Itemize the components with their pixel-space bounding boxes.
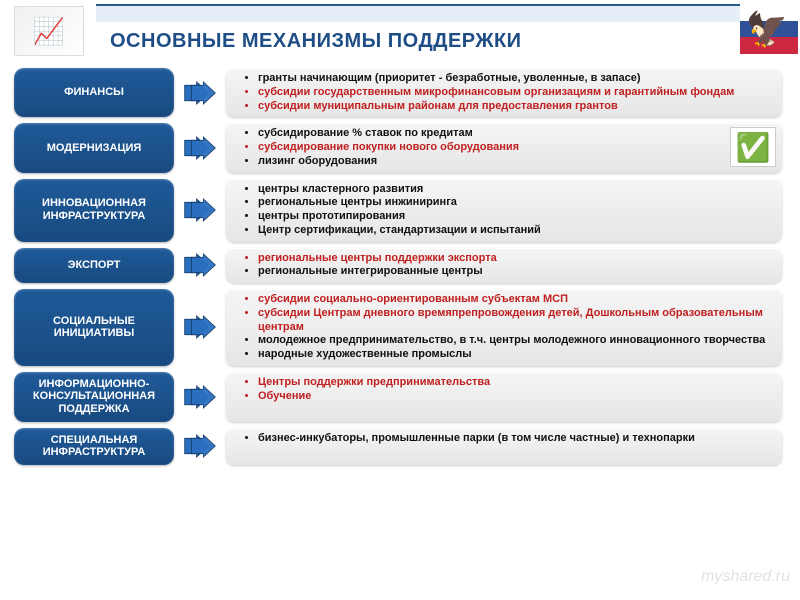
- page-title: ОСНОВНЫЕ МЕХАНИЗМЫ ПОДДЕРЖКИ: [110, 30, 522, 53]
- bullet-item: гранты начинающим (приоритет - безработн…: [258, 72, 772, 86]
- content-panel: субсидии социально-ориентированным субъе…: [226, 289, 782, 366]
- content-panel: региональные центры поддержки экспортаре…: [226, 248, 782, 284]
- mechanism-row: МОДЕРНИЗАЦИЯ субсидирование % ставок по …: [14, 123, 782, 172]
- category-pill: ИННОВАЦИОННАЯ ИНФРАСТРУКТУРА: [14, 179, 174, 242]
- arrow-icon: [183, 383, 217, 411]
- category-pill: СОЦИАЛЬНЫЕ ИНИЦИАТИВЫ: [14, 289, 174, 366]
- arrow-icon: [183, 79, 217, 107]
- arrow-container: [180, 289, 220, 366]
- watermark: myshared.ru: [701, 568, 790, 586]
- bullet-item: молодежное предпринимательство, в т.ч. ц…: [258, 334, 772, 348]
- bullet-item: бизнес-инкубаторы, промышленные парки (в…: [258, 432, 772, 446]
- bullet-item: Центр сертификации, стандартизации и исп…: [258, 224, 772, 238]
- bullet-item: субсидирование покупки нового оборудован…: [258, 141, 772, 155]
- category-pill: МОДЕРНИЗАЦИЯ: [14, 123, 174, 172]
- bullet-item: региональные центры поддержки экспорта: [258, 252, 772, 266]
- bullet-item: субсидии социально-ориентированным субъе…: [258, 293, 772, 307]
- arrow-container: [180, 179, 220, 242]
- header-bar: [96, 4, 740, 22]
- arrow-container: [180, 372, 220, 422]
- mechanism-row: ИННОВАЦИОННАЯ ИНФРАСТРУКТУРА центры клас…: [14, 179, 782, 242]
- mechanism-rows: ФИНАНСЫ гранты начинающим (приоритет - б…: [14, 68, 782, 465]
- content-panel: бизнес-инкубаторы, промышленные парки (в…: [226, 428, 782, 465]
- bullet-item: центры кластерного развития: [258, 183, 772, 197]
- mechanism-row: ИНФОРМАЦИОННО-КОНСУЛЬТАЦИОННАЯ ПОДДЕРЖКА…: [14, 372, 782, 422]
- arrow-container: [180, 123, 220, 172]
- bullet-item: субсидии государственным микрофинансовым…: [258, 86, 772, 100]
- bullet-item: народные художественные промыслы: [258, 348, 772, 362]
- content-panel: субсидирование % ставок по кредитамсубси…: [226, 123, 782, 172]
- logo-icon: 📈: [14, 6, 84, 56]
- bullet-item: центры прототипирования: [258, 210, 772, 224]
- bullet-item: Центры поддержки предпринимательства: [258, 376, 772, 390]
- category-pill: СПЕЦИАЛЬНАЯ ИНФРАСТРУКТУРА: [14, 428, 174, 465]
- bullet-item: субсидирование % ставок по кредитам: [258, 127, 772, 141]
- arrow-container: [180, 68, 220, 117]
- emblem-icon: 🦅: [742, 2, 792, 58]
- checklist-icon: ✅: [730, 127, 776, 167]
- bullet-item: региональные центры инжиниринга: [258, 196, 772, 210]
- bullet-item: субсидии Центрам дневного времяпрепровож…: [258, 307, 772, 335]
- arrow-container: [180, 248, 220, 284]
- bullet-item: региональные интегрированные центры: [258, 265, 772, 279]
- mechanism-row: СПЕЦИАЛЬНАЯ ИНФРАСТРУКТУРА бизнес-инкуба…: [14, 428, 782, 465]
- content-panel: гранты начинающим (приоритет - безработн…: [226, 68, 782, 117]
- mechanism-row: ФИНАНСЫ гранты начинающим (приоритет - б…: [14, 68, 782, 117]
- arrow-icon: [183, 432, 217, 460]
- bullet-item: лизинг оборудования: [258, 155, 772, 169]
- mechanism-row: ЭКСПОРТ региональные центры поддержки эк…: [14, 248, 782, 284]
- arrow-icon: [183, 251, 217, 279]
- arrow-icon: [183, 134, 217, 162]
- arrow-icon: [183, 313, 217, 341]
- category-pill: ФИНАНСЫ: [14, 68, 174, 117]
- content-panel: Центры поддержки предпринимательстваОбуч…: [226, 372, 782, 422]
- arrow-container: [180, 428, 220, 465]
- content-panel: центры кластерного развитиярегиональные …: [226, 179, 782, 242]
- mechanism-row: СОЦИАЛЬНЫЕ ИНИЦИАТИВЫ субсидии социально…: [14, 289, 782, 366]
- arrow-icon: [183, 196, 217, 224]
- category-pill: ИНФОРМАЦИОННО-КОНСУЛЬТАЦИОННАЯ ПОДДЕРЖКА: [14, 372, 174, 422]
- bullet-item: субсидии муниципальным районам для предо…: [258, 100, 772, 114]
- bullet-item: Обучение: [258, 390, 772, 404]
- category-pill: ЭКСПОРТ: [14, 248, 174, 284]
